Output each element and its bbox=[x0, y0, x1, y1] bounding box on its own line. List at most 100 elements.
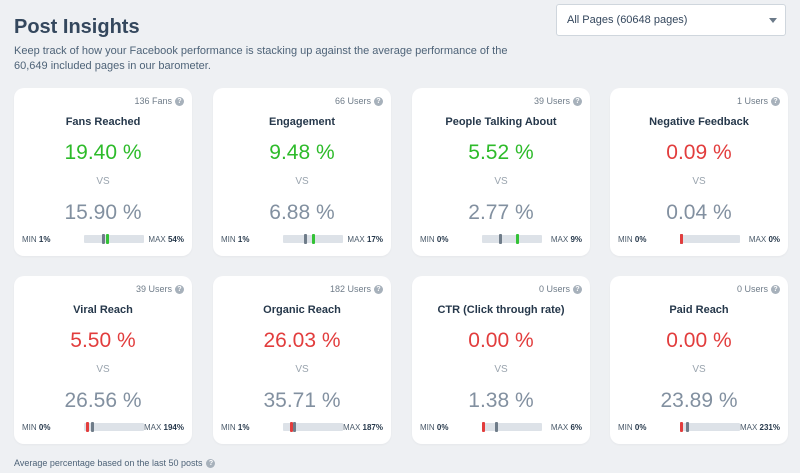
page-value: 0.00 % bbox=[468, 329, 534, 352]
min-text: MIN bbox=[221, 423, 236, 432]
average-value: 1.38 % bbox=[468, 389, 534, 412]
page-marker bbox=[680, 422, 683, 432]
max-value: 9% bbox=[570, 235, 582, 244]
page-value: 5.50 % bbox=[70, 329, 136, 352]
help-icon[interactable]: ? bbox=[771, 284, 780, 294]
average-marker bbox=[685, 422, 689, 432]
min-label: MIN 1% bbox=[221, 235, 249, 244]
page-marker bbox=[105, 234, 109, 244]
max-text: MAX bbox=[342, 423, 361, 432]
max-label: MAX 17% bbox=[347, 235, 383, 244]
min-value: 0% bbox=[634, 423, 647, 432]
help-icon[interactable]: ? bbox=[573, 284, 582, 294]
max-text: MAX bbox=[148, 235, 166, 244]
sample-count-label: 0 Users bbox=[736, 284, 768, 294]
min-value: 0% bbox=[634, 235, 647, 244]
min-text: MIN bbox=[22, 235, 37, 244]
help-icon[interactable]: ? bbox=[175, 284, 184, 294]
average-marker bbox=[102, 234, 106, 244]
metric-name: Paid Reach bbox=[669, 304, 729, 316]
pages-select-value: All Pages (60648 pages) bbox=[567, 14, 688, 26]
max-text: MAX bbox=[550, 235, 569, 244]
max-label: MAX 9% bbox=[551, 235, 582, 244]
sample-count-label: 136 Fans bbox=[134, 96, 172, 106]
sample-count-label: 182 Users bbox=[329, 284, 371, 294]
min-label: MIN 0% bbox=[420, 423, 448, 432]
max-value: 17% bbox=[366, 235, 383, 244]
average-value: 2.77 % bbox=[468, 201, 534, 224]
metric-card: 39 Users? Viral Reach 5.50 % VS 26.56 % MIN 0… bbox=[14, 276, 192, 444]
sample-count-label: 66 Users bbox=[334, 96, 371, 106]
max-value: 187% bbox=[362, 423, 383, 432]
average-value: 0.04 % bbox=[666, 201, 732, 224]
max-text: MAX bbox=[550, 423, 569, 432]
help-icon[interactable]: ? bbox=[175, 96, 184, 106]
max-label: MAX 54% bbox=[148, 235, 184, 244]
metric-card: 66 Users? Engagement 9.48 % VS 6.88 % MIN 1% M… bbox=[213, 88, 391, 256]
average-marker bbox=[499, 234, 503, 244]
average-marker bbox=[303, 234, 307, 244]
metric-name: CTR (Click through rate) bbox=[437, 304, 565, 316]
metric-name: Viral Reach bbox=[73, 304, 133, 316]
average-value: 6.88 % bbox=[269, 201, 335, 224]
vs-label: VS bbox=[692, 176, 706, 187]
range-bar bbox=[84, 422, 144, 432]
sample-count-label: 0 Users bbox=[538, 284, 570, 294]
help-icon[interactable]: ? bbox=[206, 458, 216, 468]
vs-label: VS bbox=[692, 364, 706, 375]
metric-card: 39 Users? People Talking About 5.52 % VS 2.7… bbox=[412, 88, 590, 256]
average-value: 35.71 % bbox=[263, 389, 341, 412]
help-icon[interactable]: ? bbox=[573, 96, 582, 106]
max-label: MAX 187% bbox=[343, 423, 383, 432]
vs-label: VS bbox=[494, 364, 508, 375]
sample-count: 0 Users? bbox=[539, 284, 582, 294]
sample-count: 39 Users? bbox=[136, 284, 184, 294]
min-value: 1% bbox=[237, 423, 250, 432]
min-label: MIN 0% bbox=[618, 235, 646, 244]
footnote-text: Average percentage based on the last 50 … bbox=[14, 458, 203, 468]
page-marker bbox=[482, 422, 485, 432]
vs-label: VS bbox=[96, 364, 110, 375]
range-bar bbox=[283, 234, 343, 244]
min-value: 1% bbox=[237, 235, 250, 244]
max-text: MAX bbox=[739, 423, 758, 432]
max-value: 54% bbox=[167, 235, 184, 244]
max-text: MAX bbox=[143, 423, 162, 432]
help-icon[interactable]: ? bbox=[374, 96, 383, 106]
sample-count-label: 39 Users bbox=[135, 284, 172, 294]
help-icon[interactable]: ? bbox=[771, 96, 780, 106]
vs-label: VS bbox=[295, 364, 309, 375]
average-marker bbox=[494, 422, 498, 432]
caret-down-icon bbox=[769, 18, 777, 23]
min-label: MIN 0% bbox=[618, 423, 646, 432]
max-text: MAX bbox=[347, 235, 365, 244]
range-bar bbox=[84, 234, 144, 244]
max-value: 194% bbox=[163, 423, 184, 432]
page-subtitle: Keep track of how your Facebook performa… bbox=[14, 45, 508, 72]
metric-name: People Talking About bbox=[445, 116, 557, 128]
vs-label: VS bbox=[96, 176, 110, 187]
min-text: MIN bbox=[420, 235, 435, 244]
page-marker bbox=[311, 234, 315, 244]
max-value: 0% bbox=[768, 235, 780, 244]
page-marker bbox=[680, 234, 683, 244]
min-value: 1% bbox=[38, 235, 51, 244]
min-text: MIN bbox=[420, 423, 435, 432]
average-marker bbox=[293, 422, 297, 432]
sample-count: 66 Users? bbox=[335, 96, 383, 106]
page-value: 26.03 % bbox=[263, 329, 341, 352]
max-value: 231% bbox=[759, 423, 780, 432]
sample-count: 39 Users? bbox=[534, 96, 582, 106]
average-value: 26.56 % bbox=[64, 389, 142, 412]
sample-count-label: 39 Users bbox=[533, 96, 570, 106]
min-value: 0% bbox=[38, 423, 51, 432]
range-bar bbox=[482, 422, 542, 432]
page-value: 0.09 % bbox=[666, 141, 732, 164]
pages-select[interactable]: All Pages (60648 pages) bbox=[556, 4, 786, 36]
metric-name: Negative Feedback bbox=[649, 116, 749, 128]
sample-count: 0 Users? bbox=[737, 284, 780, 294]
help-icon[interactable]: ? bbox=[374, 284, 383, 294]
min-text: MIN bbox=[618, 235, 633, 244]
metric-card: 136 Fans? Fans Reached 19.40 % VS 15.90 % MIN… bbox=[14, 88, 192, 256]
average-value: 23.89 % bbox=[660, 389, 738, 412]
